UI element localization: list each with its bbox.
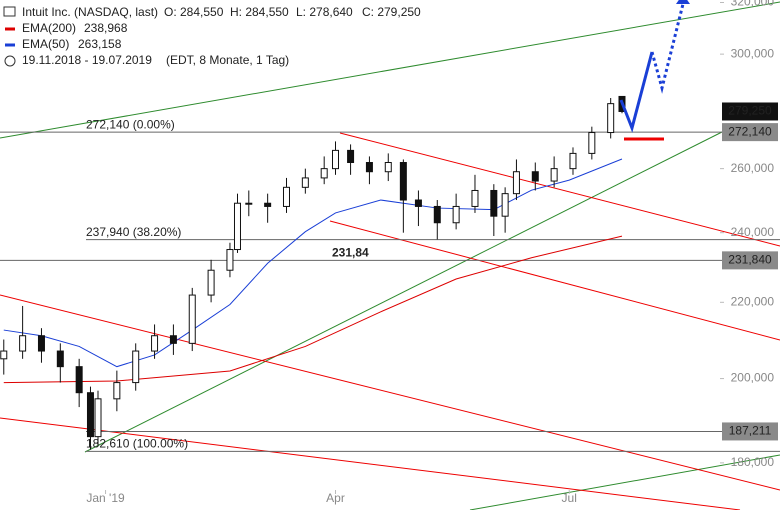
candle-body bbox=[151, 335, 159, 352]
channel-line bbox=[339, 132, 780, 247]
candle-body bbox=[207, 269, 215, 296]
candle-body bbox=[75, 366, 83, 394]
candle-body bbox=[0, 350, 8, 360]
price-tag-label: 272,140 bbox=[728, 124, 772, 138]
forecast bbox=[619, 0, 690, 141]
quote: O: 284,550 bbox=[164, 5, 224, 19]
chart-icon bbox=[3, 6, 16, 17]
candle-body bbox=[188, 294, 196, 344]
price-tag bbox=[722, 123, 778, 142]
price-tag-label: 187,211 bbox=[729, 424, 772, 438]
header: Intuit Inc. (NASDAQ, last) O: 284,550 H:… bbox=[3, 5, 421, 67]
candle-body bbox=[365, 162, 373, 173]
candle-body bbox=[233, 202, 241, 251]
candle-body bbox=[569, 152, 577, 170]
quote: H: 284,550 bbox=[230, 5, 289, 19]
candle-body bbox=[490, 189, 498, 217]
y-tick-label: 300,000 bbox=[731, 46, 775, 60]
price-tag-label: 231,840 bbox=[728, 253, 772, 267]
period: 19.11.2018 - 19.07.2019 bbox=[22, 53, 152, 67]
candle-body bbox=[588, 132, 596, 154]
y-tick-label: 320,000 bbox=[731, 0, 775, 9]
forecast-path bbox=[650, 3, 685, 94]
candle-body bbox=[37, 335, 45, 352]
y-tick-label: 240,000 bbox=[731, 225, 775, 239]
y-tick-label: 220,000 bbox=[731, 294, 775, 308]
trend-line bbox=[0, 1, 780, 139]
legend-label: EMA(200) bbox=[22, 21, 76, 35]
candle-body bbox=[512, 171, 520, 195]
forecast-path bbox=[619, 51, 654, 133]
x-tick-label: Jan '19 bbox=[86, 491, 125, 505]
candle-body bbox=[301, 177, 309, 188]
x-tick-label: Apr bbox=[326, 491, 345, 505]
candle-body bbox=[452, 205, 460, 224]
candle-body bbox=[320, 168, 328, 179]
quote: L: 278,640 bbox=[296, 5, 353, 19]
candle-body bbox=[399, 162, 407, 201]
candle-body bbox=[550, 168, 558, 182]
candle-body bbox=[132, 350, 140, 384]
candle-body bbox=[471, 189, 479, 207]
y-tick-label: 180,000 bbox=[731, 455, 775, 469]
last-price-tag bbox=[722, 102, 778, 121]
x-tick-label: Jul bbox=[562, 491, 577, 505]
candle-body bbox=[607, 103, 615, 134]
clock-icon bbox=[4, 55, 16, 67]
legend: EMA(200) 238,968 EMA(50) 263,158 bbox=[5, 21, 128, 51]
level-label: 231,84 bbox=[332, 246, 369, 260]
chart-title: Intuit Inc. (NASDAQ, last) bbox=[22, 5, 158, 19]
price-tag bbox=[722, 251, 778, 270]
channel-line bbox=[0, 417, 741, 510]
legend-label: EMA(50) bbox=[22, 37, 69, 51]
candle-body bbox=[414, 199, 422, 207]
legend-value: 263,158 bbox=[78, 37, 122, 51]
y-tick-label: 260,000 bbox=[731, 161, 775, 175]
candle-body bbox=[226, 249, 234, 271]
ema-line bbox=[3, 158, 623, 368]
candle-body bbox=[331, 149, 339, 170]
candle-body bbox=[384, 162, 392, 173]
candle-body bbox=[347, 149, 355, 164]
arrow-head bbox=[676, 0, 690, 4]
candle-body bbox=[433, 205, 441, 224]
trend-line bbox=[84, 131, 723, 453]
price-tag bbox=[722, 422, 778, 441]
level-label: 272,140 (0.00%) bbox=[86, 117, 175, 131]
y-tick-label: 200,000 bbox=[731, 371, 775, 385]
quote: C: 279,250 bbox=[362, 5, 421, 19]
level-label: 237,940 (38.20%) bbox=[86, 225, 181, 239]
legend-value: 238,968 bbox=[84, 21, 128, 35]
last-price-label: 279,250 bbox=[728, 104, 772, 118]
channel-line bbox=[329, 220, 780, 341]
candle-body bbox=[113, 382, 121, 400]
plot bbox=[0, 95, 626, 450]
candle-body bbox=[245, 202, 253, 205]
candle-body bbox=[56, 350, 64, 368]
settings: (EDT, 8 Monate, 1 Tag) bbox=[166, 53, 289, 67]
axis: 180,000 200,000 220,000 240,000 260,000 300,0… bbox=[86, 0, 778, 505]
candle-body bbox=[86, 392, 94, 438]
candle-body bbox=[264, 202, 272, 207]
candle-body bbox=[169, 335, 177, 344]
level-label: 182,610 (100.00%) bbox=[86, 437, 188, 451]
candle-body bbox=[19, 335, 27, 352]
candle-body bbox=[94, 398, 102, 438]
levels: 272,140 (0.00%) 237,940 (38.20%) 231,84 182… bbox=[0, 117, 780, 452]
channel-line bbox=[0, 294, 780, 491]
candle-body bbox=[531, 171, 539, 182]
candle-body bbox=[501, 193, 509, 217]
trend-line bbox=[469, 454, 780, 510]
candle-body bbox=[282, 186, 290, 207]
